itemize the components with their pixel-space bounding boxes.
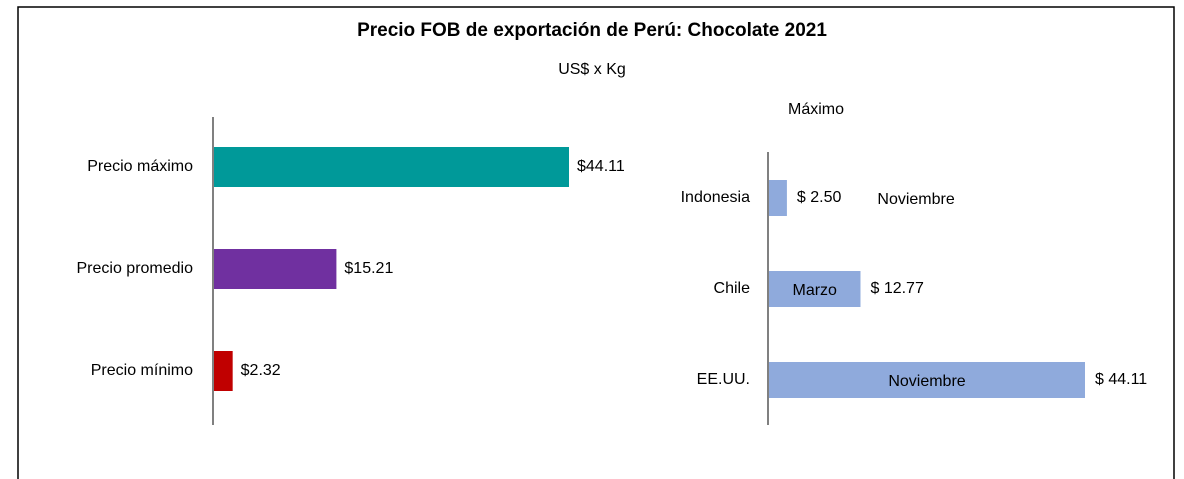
y-tick-label: Precio máximo	[87, 158, 193, 175]
y-tick-label: Precio mínimo	[91, 362, 193, 379]
data-label: $15.21	[344, 260, 393, 277]
y-tick-label: EE.UU.	[697, 371, 750, 388]
bar	[214, 249, 337, 289]
data-label: $2.32	[241, 362, 281, 379]
y-tick-label: Chile	[714, 280, 751, 297]
bar	[214, 351, 233, 391]
y-tick-label: Precio promedio	[77, 260, 194, 277]
data-label: $ 44.11	[1095, 371, 1147, 388]
bar	[769, 180, 787, 216]
bar	[214, 147, 569, 187]
data-label: $ 2.50	[797, 189, 842, 206]
chart-title: Precio FOB de exportación de Perú: Choco…	[357, 20, 827, 41]
y-tick-label: Indonesia	[681, 189, 750, 206]
bar	[769, 362, 1085, 398]
data-label: $44.11	[577, 158, 625, 175]
annotation: Marzo	[793, 282, 838, 299]
annotation: Noviembre	[888, 373, 965, 390]
bar	[769, 271, 861, 307]
chart-subtitle: US$ x Kg	[558, 61, 626, 78]
annotation: Noviembre	[877, 191, 954, 208]
data-label: $ 12.77	[870, 280, 923, 297]
frame	[17, 6, 1175, 479]
panel-title: Máximo	[788, 101, 844, 118]
